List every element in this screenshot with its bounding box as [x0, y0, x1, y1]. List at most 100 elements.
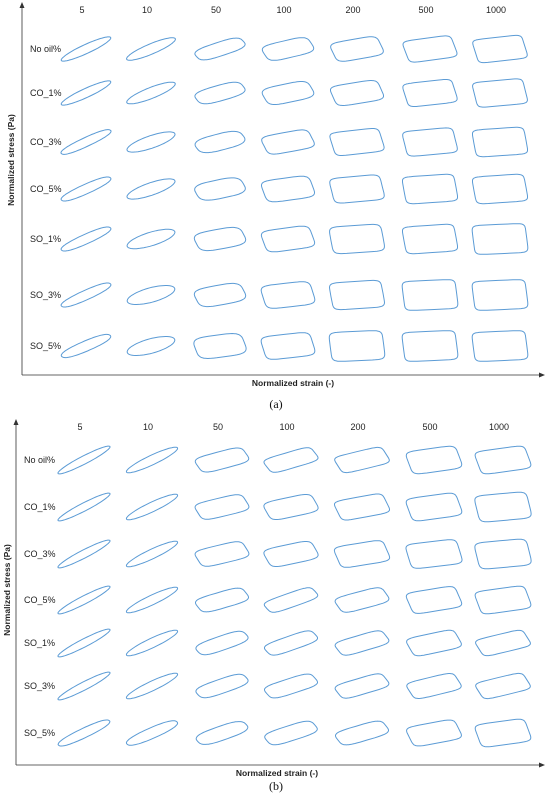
loop-so-3--500 — [401, 279, 459, 311]
loop-so-3--200 — [334, 673, 390, 699]
panel-a: Normalized stress (Pa) Normalized strain… — [6, 2, 545, 411]
loop-co-3--1000 — [472, 126, 528, 158]
row-label-so-5-: SO_5% — [30, 341, 61, 351]
loop-co-5--200 — [329, 174, 385, 204]
loop-so-5--5 — [60, 333, 112, 359]
loop-co-1--10 — [126, 81, 176, 105]
loop-co-5--500 — [402, 173, 458, 205]
loop-no-oil--100 — [263, 447, 319, 473]
loop-so-5--10 — [125, 720, 179, 746]
column-label-1000: 1000 — [489, 422, 509, 432]
column-label-50: 50 — [211, 5, 221, 15]
loop-no-oil--200 — [334, 446, 390, 474]
loop-co-5--5 — [57, 585, 111, 615]
loop-so-5--200 — [335, 720, 389, 746]
loop-so-1--50 — [193, 226, 247, 252]
panel-a-x-axis-title: Normalized strain (-) — [252, 378, 334, 388]
loop-co-5--200 — [334, 587, 390, 613]
loop-no-oil--500 — [405, 445, 463, 475]
loop-so-3--1000 — [475, 672, 531, 700]
loop-co-3--50 — [194, 130, 246, 154]
column-label-200: 200 — [350, 422, 365, 432]
row-label-co-3-: CO_3% — [24, 549, 56, 559]
loop-so-1--1000 — [475, 629, 531, 657]
loop-no-oil--50 — [194, 447, 250, 473]
loop-co-5--100 — [261, 175, 315, 203]
loop-no-oil--100 — [261, 37, 315, 61]
loop-so-1--100 — [260, 225, 316, 253]
loop-so-1--50 — [195, 630, 249, 656]
panel-a-label: (a) — [269, 397, 282, 411]
panel-a-x-arrow — [539, 372, 545, 378]
loop-so-1--1000 — [471, 223, 529, 255]
column-label-200: 200 — [345, 5, 360, 15]
loop-co-1--100 — [263, 494, 319, 520]
loop-co-3--10 — [126, 131, 176, 153]
loop-so-1--10 — [125, 629, 179, 657]
row-label-no-oil-: No oil% — [24, 455, 55, 465]
loop-so-5--500 — [401, 330, 459, 362]
panel-b: Normalized stress (Pa) Normalized strain… — [2, 419, 545, 793]
loop-co-3--200 — [329, 128, 385, 156]
loop-co-3--500 — [405, 539, 463, 569]
panel-b-y-arrow — [13, 419, 19, 425]
loop-no-oil--10 — [125, 446, 179, 474]
loop-so-5--500 — [406, 719, 462, 747]
row-label-so-3-: SO_3% — [30, 290, 61, 300]
panel-b-label: (b) — [269, 779, 283, 793]
loop-so-5--50 — [195, 721, 249, 745]
column-label-5: 5 — [77, 422, 82, 432]
row-label-co-1-: CO_1% — [30, 88, 62, 98]
loop-so-1--500 — [402, 223, 458, 255]
loop-so-1--200 — [329, 223, 385, 255]
loop-co-5--10 — [126, 178, 176, 200]
loop-so-1--200 — [334, 630, 390, 656]
row-label-so-5-: SO_5% — [24, 728, 55, 738]
loop-co-3--1000 — [474, 538, 532, 570]
loop-so-3--100 — [260, 281, 316, 309]
loop-so-3--50 — [195, 673, 249, 699]
loop-co-1--500 — [405, 492, 463, 522]
loop-co-5--5 — [60, 176, 112, 202]
panel-a-row-labels: No oil% CO_1% CO_3% CO_5% SO_1% SO_3% SO_5% — [30, 44, 62, 351]
loop-co-5--1000 — [474, 585, 532, 615]
loop-co-1--10 — [125, 493, 179, 521]
loop-co-3--100 — [261, 129, 315, 155]
column-label-50: 50 — [213, 422, 223, 432]
loop-so-3--200 — [328, 279, 386, 311]
panel-b-loops — [57, 445, 532, 748]
row-label-so-3-: SO_3% — [24, 681, 55, 691]
loop-co-1--100 — [261, 81, 315, 105]
loop-co-5--10 — [125, 586, 179, 614]
loop-so-3--10 — [126, 285, 176, 305]
loop-so-5--1000 — [471, 330, 529, 362]
loop-no-oil--1000 — [472, 34, 528, 64]
column-label-500: 500 — [422, 422, 437, 432]
loop-co-5--50 — [194, 177, 246, 201]
loop-co-1--1000 — [474, 491, 532, 523]
loop-so-5--10 — [126, 336, 176, 356]
loop-so-3--1000 — [471, 279, 529, 311]
loop-so-3--5 — [57, 671, 111, 701]
loop-co-1--200 — [334, 493, 390, 521]
loop-so-3--5 — [60, 282, 112, 308]
loop-so-3--500 — [406, 673, 462, 699]
loop-so-5--5 — [57, 719, 111, 747]
column-label-10: 10 — [142, 5, 152, 15]
row-label-co-3-: CO_3% — [30, 137, 62, 147]
row-label-co-5-: CO_5% — [24, 595, 56, 605]
loop-no-oil--5 — [57, 445, 111, 475]
panel-b-y-axis-title: Normalized stress (Pa) — [2, 544, 12, 636]
loop-so-3--10 — [125, 672, 179, 700]
loop-so-5--50 — [193, 332, 247, 360]
loop-co-3--5 — [60, 129, 112, 155]
panel-a-y-axis-title: Normalized stress (Pa) — [6, 114, 16, 206]
row-label-co-5-: CO_5% — [30, 184, 62, 194]
loop-no-oil--50 — [194, 37, 246, 61]
column-label-500: 500 — [418, 5, 433, 15]
panel-b-x-arrow — [539, 762, 545, 768]
loop-so-3--100 — [264, 673, 318, 699]
loop-co-1--5 — [60, 80, 112, 106]
row-label-no-oil-: No oil% — [30, 44, 61, 54]
panel-a-column-labels: 5 10 50 100 200 500 1000 — [79, 5, 506, 15]
